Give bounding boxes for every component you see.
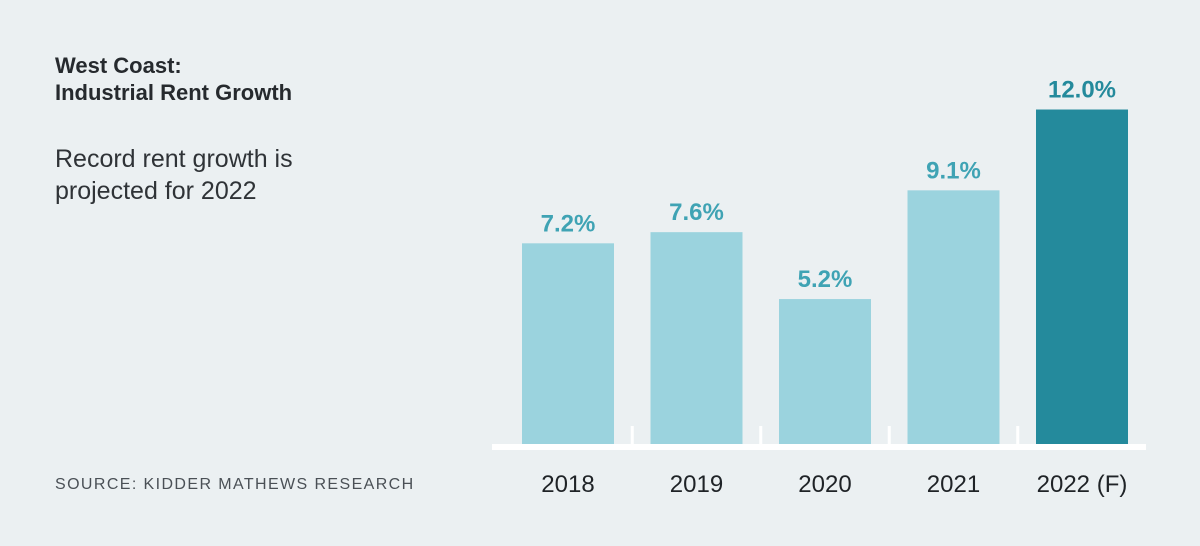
x-axis-tick	[887, 426, 891, 444]
source-note: SOURCE: KIDDER MATHEWS RESEARCH	[55, 476, 415, 493]
x-tick-label: 2020	[798, 471, 851, 498]
bar-2022-f	[1036, 109, 1128, 444]
bar-2018	[522, 243, 614, 444]
data-label: 7.2%	[541, 210, 596, 237]
data-labels-group: 7.2% 7.6% 5.2% 9.1% 12.0%	[541, 77, 1116, 294]
bars-group	[522, 109, 1128, 444]
data-label: 5.2%	[798, 266, 853, 293]
data-label: 9.1%	[926, 157, 981, 184]
x-axis-tick	[759, 426, 763, 444]
bar-2020	[779, 299, 871, 444]
bar-2019	[650, 232, 743, 444]
data-label: 7.6%	[669, 199, 724, 226]
tick-labels-group: 2018 2019 2020 2021 2022 (F)	[541, 471, 1127, 498]
x-tick-label: 2021	[927, 471, 980, 498]
x-tick-label: 2022 (F)	[1037, 471, 1128, 498]
x-axis-tick	[1016, 426, 1020, 444]
x-axis-tick	[630, 426, 634, 444]
x-tick-label: 2019	[670, 471, 723, 498]
data-label: 12.0%	[1048, 77, 1116, 104]
x-tick-label: 2018	[541, 471, 594, 498]
x-axis	[492, 426, 1146, 450]
chart-subtitle: Record rent growth is projected for 2022	[55, 143, 293, 207]
x-axis-line	[492, 444, 1146, 450]
chart-title-line-1: West Coast:	[55, 53, 182, 78]
chart-subtitle-line-1: Record rent growth is	[55, 145, 293, 173]
chart-title-line-2: Industrial Rent Growth	[55, 80, 293, 105]
chart-subtitle-line-2: projected for 2022	[55, 177, 257, 205]
chart-title: West Coast: Industrial Rent Growth	[55, 52, 292, 106]
bar-2021	[907, 190, 1000, 444]
